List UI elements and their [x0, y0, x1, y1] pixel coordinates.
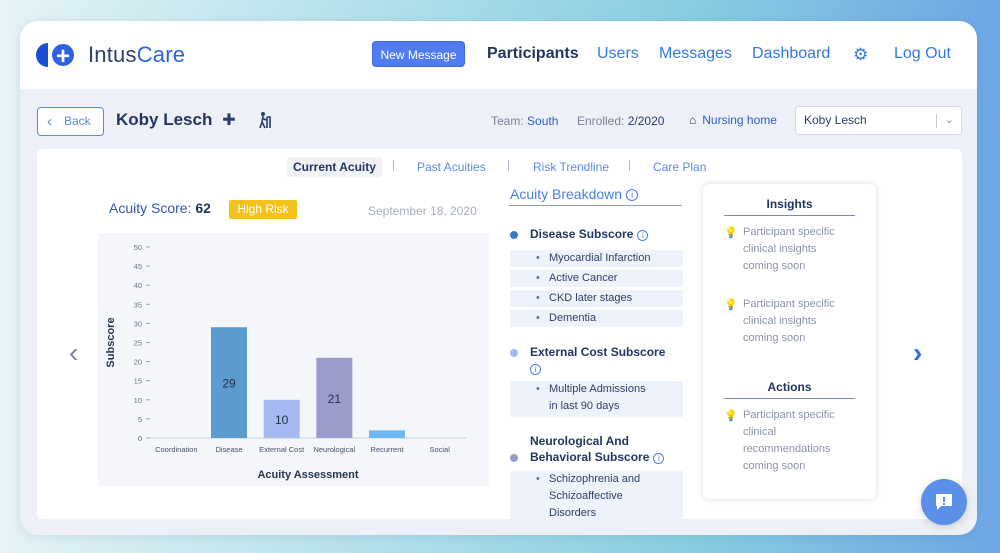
breakdown-divider — [509, 205, 682, 206]
chevron-left-icon[interactable]: ‹ — [69, 337, 79, 368]
lightbulb-icon: 💡 — [724, 299, 738, 311]
participant-select[interactable]: Koby Lesch ⌄ — [795, 106, 962, 135]
y-tick-label: 50 — [134, 243, 142, 252]
bandage-icon[interactable]: ✚ — [222, 112, 236, 129]
acuity-card: Current Acuity | Past Acuities | Risk Tr… — [37, 149, 962, 519]
residence-info: ⌂ Nursing home — [689, 113, 777, 127]
chart-bar — [211, 327, 247, 438]
x-tick-label: Coordination — [155, 445, 198, 454]
score-date: September 18, 2020 — [368, 204, 477, 218]
insight-item: 💡 Participant specific clinical insights c… — [724, 298, 835, 344]
y-tick-label: 30 — [134, 319, 142, 328]
action-item: 💡 Participant specific clinical recommenda… — [724, 409, 835, 472]
info-icon[interactable]: i — [637, 230, 649, 241]
x-axis-label: Acuity Assessment — [257, 469, 358, 481]
subscore-chart: 0 5 10 15 20 25 30 35 40 45 50 Coordination 29 Diseas… — [98, 233, 489, 486]
list-item: • Myocardial Infarction — [510, 250, 683, 267]
x-tick-label: Social — [429, 445, 450, 454]
y-tick-label: 10 — [134, 396, 142, 405]
nav-log-out[interactable]: Log Out — [894, 45, 951, 62]
info-icon[interactable]: i — [530, 364, 541, 375]
insight-item: 💡 Participant specific clinical insights c… — [724, 226, 835, 272]
insights-panel: Insights 💡 Participant specific clinical … — [703, 184, 876, 499]
walker-icon[interactable] — [255, 111, 275, 131]
top-navigation-bar: + IntusCare New Message Participants Use… — [20, 21, 977, 89]
logo-mark-icon: + — [36, 40, 80, 70]
acuity-score: Acuity Score: 62 — [109, 200, 211, 216]
y-tick-label: 20 — [134, 358, 142, 367]
tab-past-acuities[interactable]: Past Acuities — [417, 160, 486, 174]
nav-participants[interactable]: Participants — [487, 45, 579, 62]
y-axis-label: Subscore — [105, 317, 117, 367]
team-info: Team: South — [491, 114, 559, 128]
bar-data-label: 10 — [275, 413, 289, 427]
gear-icon[interactable]: ⚙ — [853, 45, 869, 64]
lightbulb-icon: 💡 — [724, 410, 738, 422]
participant-header: ‹ Back Koby Lesch ✚ Team: South Enrolled… — [20, 89, 977, 149]
chat-icon[interactable] — [921, 479, 967, 525]
neurological-dot — [510, 454, 518, 462]
x-tick-label: Neurological — [313, 445, 355, 454]
intuscare-logo[interactable]: + IntusCare — [36, 40, 185, 70]
chevron-right-icon[interactable]: › — [913, 337, 923, 368]
tab-risk-trendline[interactable]: Risk Trendline — [533, 160, 610, 174]
info-icon[interactable]: i — [653, 453, 665, 464]
disease-subscore-heading: Disease Subscore i — [510, 226, 649, 242]
new-message-button[interactable]: New Message — [372, 41, 465, 67]
x-tick-label: Disease — [215, 445, 242, 454]
list-item: • Dementia — [510, 310, 683, 327]
actions-title: Actions — [724, 380, 855, 399]
x-tick-label: External Cost — [259, 445, 305, 454]
tab-current-acuity[interactable]: Current Acuity — [287, 157, 382, 177]
list-item: • CKD later stages — [510, 290, 683, 307]
tab-care-plan[interactable]: Care Plan — [653, 160, 707, 174]
risk-badge: High Risk — [229, 200, 297, 219]
list-item: • Multiple Admissions in last 90 days — [510, 381, 683, 417]
bar-data-label: 21 — [328, 392, 342, 406]
external-cost-dot — [510, 349, 518, 357]
list-item: • Active Cancer — [510, 270, 683, 287]
app-window: + IntusCare New Message Participants Use… — [20, 21, 977, 535]
enrolled-info: Enrolled: 2/2020 — [577, 114, 665, 128]
chart-bar — [316, 357, 353, 438]
lightbulb-icon: 💡 — [724, 227, 738, 239]
insights-title: Insights — [724, 197, 855, 216]
neurological-subscore-heading: Neurological And Behavioral Subscore i — [510, 433, 665, 465]
nav-dashboard[interactable]: Dashboard — [752, 45, 831, 62]
acuity-tabs: Current Acuity | Past Acuities | Risk Tr… — [37, 157, 962, 177]
y-tick-label: 40 — [134, 281, 142, 290]
y-tick-label: 0 — [138, 434, 142, 443]
home-icon: ⌂ — [689, 113, 697, 127]
chart-bar — [263, 399, 300, 438]
chevron-down-icon: ⌄ — [944, 114, 954, 126]
y-tick-label: 5 — [138, 415, 142, 424]
patient-name: Koby Lesch — [116, 110, 213, 129]
info-icon[interactable]: i — [626, 189, 639, 201]
x-tick-label: Recurrent — [371, 445, 405, 454]
y-tick-label: 45 — [134, 262, 142, 271]
nav-messages[interactable]: Messages — [659, 45, 732, 62]
back-button[interactable]: ‹ Back — [37, 107, 104, 136]
y-tick-label: 25 — [134, 339, 142, 348]
y-tick-label: 35 — [134, 300, 142, 309]
disease-dot — [510, 231, 518, 239]
list-item: • Schizophrenia and Schizoaffective Disorde… — [510, 471, 683, 519]
logo-text: IntusCare — [88, 42, 186, 67]
breakdown-title: Acuity Breakdown i — [510, 186, 639, 202]
y-tick-label: 15 — [134, 377, 142, 386]
subscore-bar-chart: 0 5 10 15 20 25 30 35 40 45 50 Coordination 29 Diseas… — [105, 243, 466, 481]
back-button-label: Back — [64, 114, 91, 128]
bar-data-label: 29 — [222, 377, 236, 391]
chevron-left-icon: ‹ — [47, 113, 52, 130]
nav-users[interactable]: Users — [597, 45, 639, 62]
external-cost-subscore-heading: External Cost Subscore i — [510, 344, 690, 376]
chart-bar — [369, 430, 405, 438]
